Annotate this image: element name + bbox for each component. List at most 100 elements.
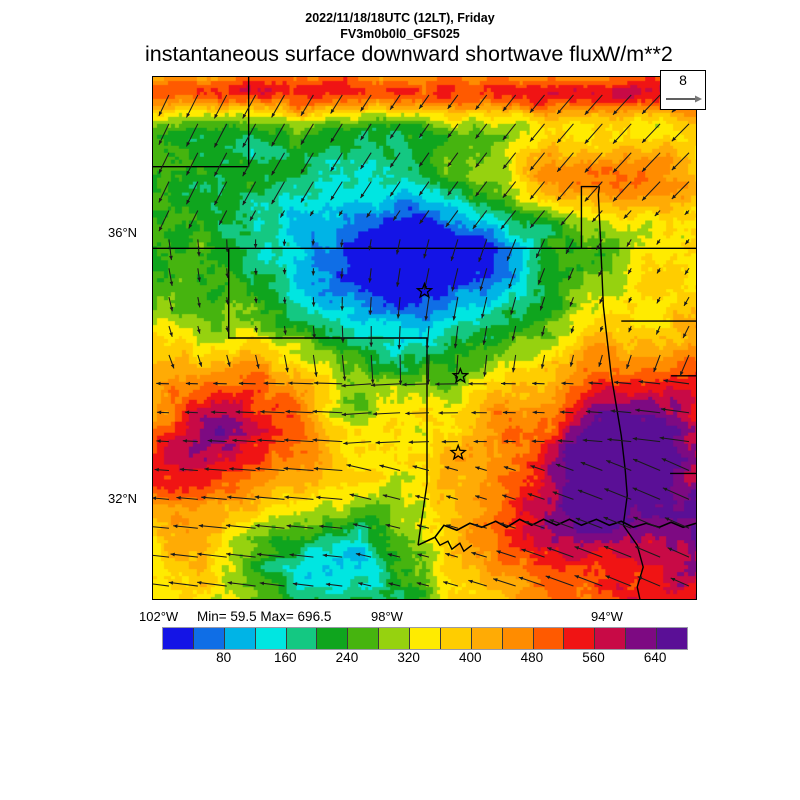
wind-vector — [612, 94, 632, 116]
wind-vector-head — [568, 275, 572, 281]
wind-vector — [634, 546, 661, 558]
wind-vector-head — [300, 140, 305, 145]
wind-vector-head — [642, 138, 647, 143]
state-border — [597, 186, 626, 471]
wind-vector-head — [628, 269, 632, 275]
wind-vector — [255, 524, 285, 529]
wind-vector-head — [227, 362, 231, 367]
wind-vector-head — [312, 334, 316, 339]
title-datetime: 2022/11/18/18UTC (12LT), Friday — [305, 11, 495, 25]
wind-vector-head — [610, 409, 615, 413]
wind-vector-head — [598, 362, 602, 367]
wind-vector-head — [375, 440, 380, 445]
wind-vector-head — [311, 302, 316, 307]
wind-vector-head — [574, 546, 580, 550]
wind-vector-head — [683, 333, 687, 338]
wind-vector — [242, 94, 257, 119]
wind-vector-head — [358, 582, 363, 586]
wind-vector-head — [382, 494, 388, 498]
wind-vector-head — [635, 408, 640, 413]
wind-vector — [584, 123, 603, 144]
wind-vector-head — [443, 581, 448, 585]
wind-vector-head — [214, 171, 218, 177]
wind-vector-head — [225, 273, 230, 278]
wind-vector-head — [170, 364, 175, 369]
wind-vector-head — [603, 517, 609, 521]
wind-vector-head — [385, 523, 391, 528]
wind-vector-head — [198, 523, 204, 528]
wind-vector — [288, 382, 314, 385]
wind-vector-head — [532, 410, 537, 415]
wind-vector-head — [225, 247, 229, 253]
wind-vector-head — [196, 252, 201, 257]
wind-vector — [257, 439, 285, 443]
wind-vector-head — [388, 582, 394, 586]
wind-vector-head — [552, 491, 558, 495]
wind-vector-head — [402, 382, 407, 387]
wind-vector-head — [260, 409, 265, 414]
wind-vector-head — [257, 438, 262, 443]
wind-vector-head — [502, 106, 507, 112]
wind-vector-head — [280, 213, 285, 218]
wind-vector-head — [204, 467, 209, 471]
wind-vector — [556, 152, 574, 173]
wind-vector-head — [242, 142, 247, 148]
wind-vector-head — [346, 463, 351, 468]
wind-vector — [186, 152, 199, 176]
wind-vector-head — [478, 257, 482, 262]
wind-vector — [577, 489, 603, 500]
wind-vector-head — [626, 364, 630, 369]
wind-vector-head — [360, 135, 365, 141]
star-marker-2 — [451, 366, 470, 384]
wind-vector-head — [368, 278, 372, 283]
wind-vector-head — [510, 310, 514, 315]
wind-vector — [153, 526, 169, 529]
wind-vector — [574, 575, 603, 587]
wind-vector-head — [314, 372, 318, 377]
colorbar-band-14 — [595, 628, 627, 649]
wind-vector-head — [569, 301, 574, 307]
wind-vector-head — [368, 310, 373, 315]
wind-vector-head — [285, 367, 289, 373]
wind-vector — [242, 152, 257, 177]
colorbar — [162, 627, 688, 650]
wind-vector-head — [502, 135, 507, 140]
wind-vector — [242, 123, 257, 148]
wind-vector-head — [424, 316, 429, 321]
wind-vector-head — [540, 364, 545, 369]
wind-vector-head — [179, 467, 185, 472]
wind-vector — [255, 467, 285, 472]
wind-vector — [661, 457, 690, 471]
wind-vector-head — [566, 249, 570, 254]
axis-label-lon-98: 98°W — [371, 609, 403, 624]
axis-label-lon-94: 94°W — [591, 609, 623, 624]
wind-vector-head — [637, 576, 643, 580]
wind-vector-head — [541, 331, 545, 337]
colorbar-band-10 — [471, 628, 503, 649]
wind-vector — [283, 467, 314, 472]
wind-vector-head — [531, 439, 536, 444]
colorbar-tick-560: 560 — [582, 650, 605, 665]
wind-vector-head — [153, 496, 157, 501]
wind-vector-head — [599, 299, 604, 304]
wind-vector-head — [475, 162, 480, 168]
wind-vector-head — [288, 381, 293, 386]
wind-vector-head — [213, 381, 218, 386]
wind-vector-head — [313, 381, 319, 385]
colorbar-tick-640: 640 — [643, 650, 667, 665]
wind-vector-legend-value: 8 — [679, 72, 687, 88]
wind-vector-head — [423, 253, 427, 259]
wind-vector-head — [256, 364, 260, 369]
wind-vector — [427, 354, 430, 384]
title-units: W/m**2 — [600, 42, 673, 66]
wind-vector-head — [536, 253, 540, 258]
wind-vector-head — [341, 338, 345, 343]
wind-vector-head — [325, 582, 331, 587]
wind-vector-head — [158, 111, 163, 116]
colorbar-tick-480: 480 — [520, 650, 544, 665]
wind-vector-head — [508, 283, 513, 289]
wind-vector — [341, 383, 372, 387]
wind-vector-head — [408, 440, 413, 444]
wind-vector — [641, 94, 661, 115]
wind-vector-head — [312, 409, 317, 414]
